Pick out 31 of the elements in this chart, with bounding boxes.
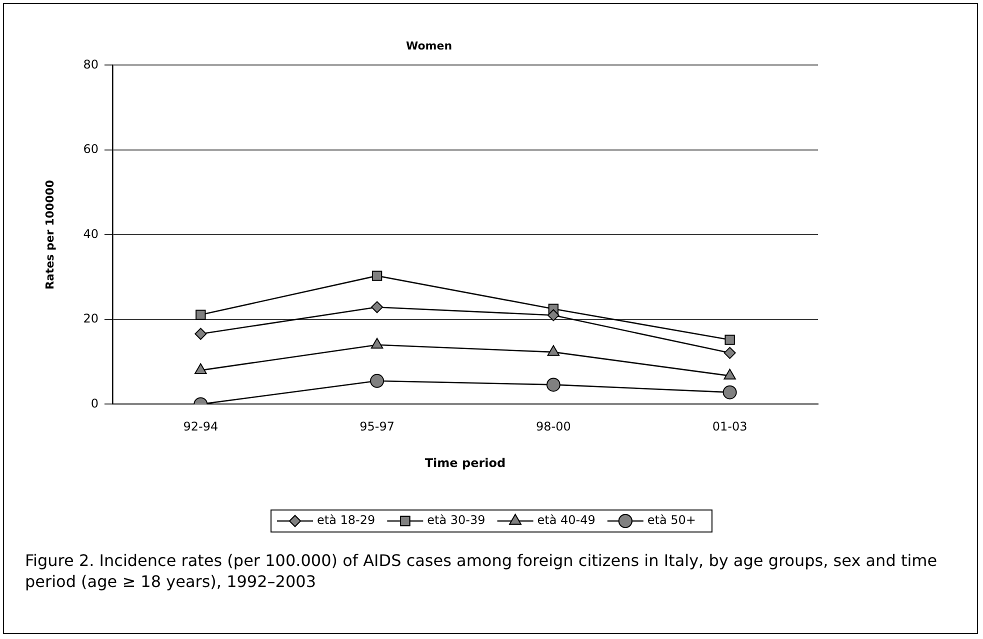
point xyxy=(370,338,384,349)
y-tick-label: 60 xyxy=(83,142,98,156)
x-axis-title: Time period xyxy=(424,456,506,470)
point xyxy=(372,270,382,281)
point xyxy=(194,328,207,340)
caption: Figure 2. Incidence rates (per 100.000) of AIDS cases among foreign citizens in Italy, by age groups, sex and time period (age ≥ 18 years), 1992–2003 xyxy=(25,550,938,592)
point xyxy=(546,378,560,392)
x-tick-label: 92-94 xyxy=(183,420,218,434)
y-tick-label: 40 xyxy=(83,226,98,241)
point xyxy=(194,363,207,374)
y-tick-label: 20 xyxy=(83,312,98,326)
point xyxy=(196,310,206,320)
y-axis-title: Rates per 100000 xyxy=(43,180,56,290)
point xyxy=(371,301,384,314)
chart-title: Women xyxy=(406,39,452,52)
x-tick-label: 01-03 xyxy=(712,420,748,434)
point xyxy=(724,346,736,359)
legend-label: età 50+ xyxy=(647,513,696,528)
point xyxy=(547,345,560,356)
legend-label: età 18-29 xyxy=(317,513,376,528)
y-tick-label: 0 xyxy=(90,396,98,410)
x-tick-label: 95-97 xyxy=(360,420,394,434)
legend-label: età 30-39 xyxy=(427,513,486,528)
point xyxy=(722,385,737,400)
point xyxy=(370,374,384,388)
legend-label: età 40-49 xyxy=(537,513,596,528)
point xyxy=(724,334,735,345)
point xyxy=(724,368,736,380)
point xyxy=(547,309,560,322)
y-tick-label: 80 xyxy=(83,57,98,72)
x-tick-label: 98-00 xyxy=(536,420,571,434)
